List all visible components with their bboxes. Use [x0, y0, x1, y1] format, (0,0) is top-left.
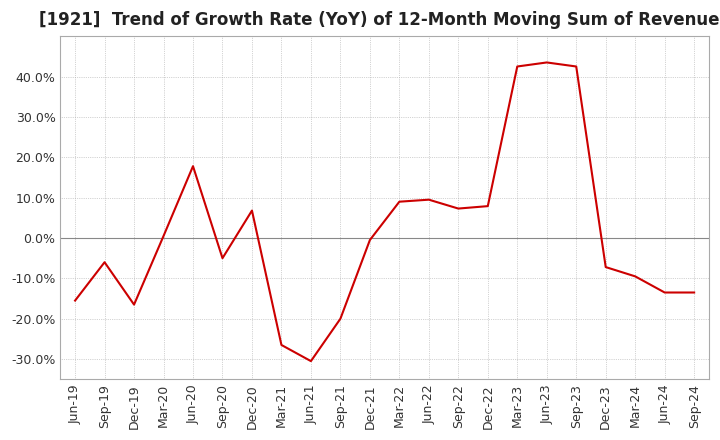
- Title: [1921]  Trend of Growth Rate (YoY) of 12-Month Moving Sum of Revenues: [1921] Trend of Growth Rate (YoY) of 12-…: [40, 11, 720, 29]
